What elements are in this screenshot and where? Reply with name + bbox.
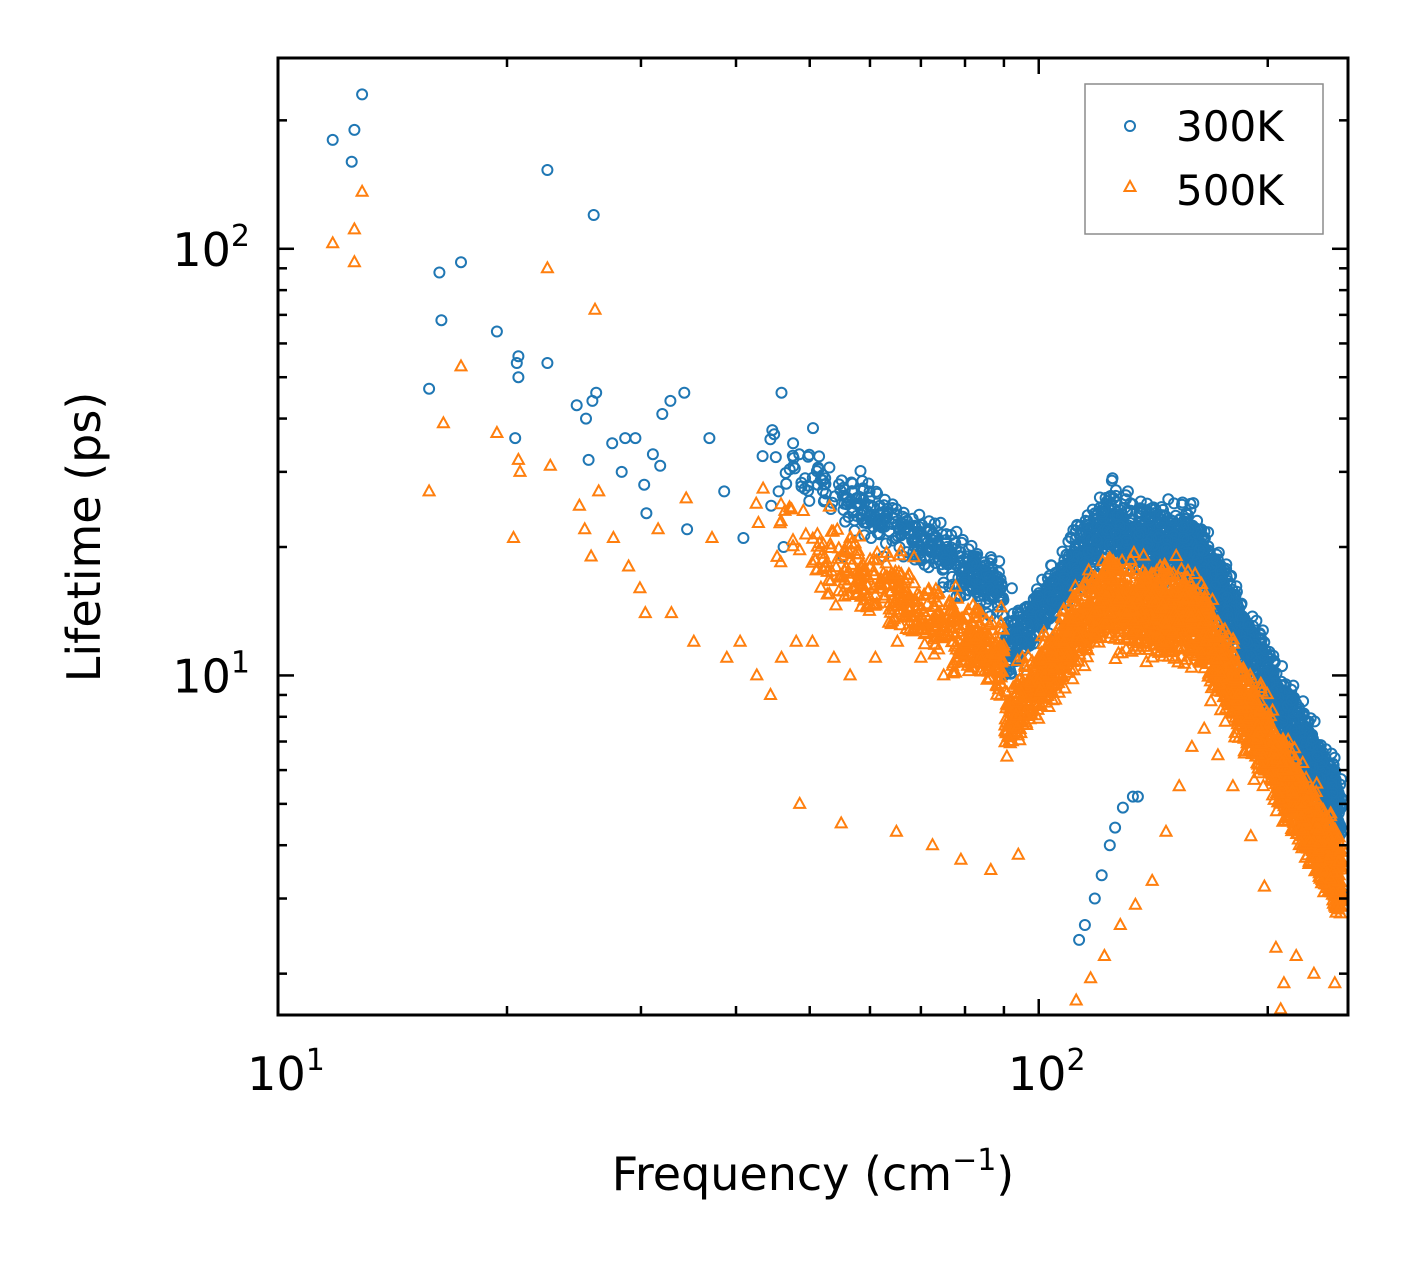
- data-point-300k: [1154, 517, 1167, 529]
- data-point-300k: [803, 448, 816, 461]
- data-point-300k: [1304, 739, 1317, 752]
- data-point-300k: [1298, 731, 1311, 744]
- data-point-300k: [973, 576, 986, 589]
- data-point-300k: [1067, 550, 1080, 563]
- data-point-300k: [950, 525, 963, 538]
- data-point-300k: [961, 584, 974, 596]
- data-point-300k: [1327, 763, 1339, 775]
- data-point-300k: [983, 571, 996, 583]
- data-point-300k: [908, 519, 921, 532]
- data-point-300k: [980, 567, 992, 580]
- data-point-300k: [1241, 649, 1254, 662]
- data-point-300k: [1306, 733, 1319, 746]
- data-point-300k: [1082, 515, 1095, 528]
- data-point-300k: [1082, 546, 1095, 559]
- data-point-300k: [1245, 649, 1258, 662]
- data-point-300k: [1025, 603, 1038, 616]
- data-point-300k: [1010, 633, 1023, 646]
- data-point-300k: [883, 525, 896, 538]
- data-point-300k: [928, 517, 941, 530]
- data-point-300k: [1165, 514, 1178, 527]
- data-point-300k: [934, 516, 947, 529]
- data-point-300k: [862, 477, 875, 490]
- data-point-300k: [787, 437, 800, 450]
- data-points: [325, 88, 1348, 1015]
- data-point-300k: [939, 553, 952, 566]
- data-point-300k: [956, 533, 969, 546]
- data-point-300k: [1031, 583, 1043, 596]
- data-point-300k: [783, 463, 796, 476]
- data-point-300k: [1180, 547, 1193, 560]
- data-point-300k: [1191, 552, 1204, 565]
- data-point-300k: [1313, 758, 1326, 771]
- data-point-300k: [819, 487, 832, 500]
- data-point-300k: [1168, 497, 1180, 510]
- data-point-300k: [816, 469, 829, 481]
- data-point-300k: [841, 491, 854, 504]
- data-point-300k: [916, 519, 928, 531]
- data-point-300k: [871, 487, 884, 500]
- data-point-300k: [1311, 750, 1324, 763]
- data-point-300k: [958, 561, 971, 574]
- data-point-300k: [1198, 532, 1211, 545]
- data-point-300k: [1109, 484, 1122, 497]
- data-point-300k: [1055, 560, 1068, 573]
- data-point-300k: [1261, 659, 1274, 672]
- data-point-300k: [1107, 492, 1120, 505]
- data-point-300k: [769, 451, 782, 464]
- data-point-300k: [850, 509, 863, 522]
- data-point-300k: [919, 550, 932, 563]
- data-point-300k: [838, 497, 851, 510]
- data-point-300k: [1184, 497, 1197, 510]
- data-point-300k: [803, 494, 816, 507]
- data-point-300k: [1111, 508, 1124, 521]
- data-point-300k: [787, 452, 800, 464]
- data-point-300k: [1259, 644, 1272, 657]
- data-point-300k: [863, 485, 876, 498]
- data-point-300k: [1047, 575, 1060, 587]
- data-point-300k: [787, 460, 800, 473]
- data-point-300k: [932, 540, 945, 553]
- data-point-300k: [1285, 723, 1298, 736]
- data-point-300k: [987, 592, 1000, 605]
- data-point-300k: [1310, 755, 1323, 768]
- data-point-300k: [1021, 618, 1034, 631]
- data-point-300k: [891, 530, 904, 543]
- data-point-300k: [756, 450, 769, 463]
- data-point-300k: [1008, 627, 1021, 639]
- data-point-300k: [958, 576, 971, 589]
- data-point-300k: [1308, 715, 1321, 728]
- data-point-300k: [873, 516, 886, 529]
- data-point-300k: [1078, 556, 1091, 569]
- data-point-300k: [1068, 545, 1081, 558]
- data-point-300k: [823, 461, 836, 474]
- data-point-300k: [1120, 534, 1133, 547]
- data-point-300k: [1300, 723, 1313, 736]
- data-point-300k: [1287, 679, 1300, 692]
- data-point-300k: [1297, 695, 1310, 708]
- data-point-300k: [1196, 529, 1209, 542]
- data-point-300k: [854, 465, 867, 477]
- data-point-300k: [967, 569, 980, 581]
- data-point-300k: [780, 477, 793, 490]
- data-point-300k: [893, 522, 906, 535]
- data-point-300k: [965, 539, 978, 552]
- data-point-300k: [1181, 508, 1194, 521]
- data-point-300k: [1027, 601, 1040, 614]
- data-point-300k: [1034, 609, 1047, 622]
- data-point-300k: [844, 494, 857, 507]
- data-point-300k: [1143, 514, 1156, 527]
- data-point-300k: [873, 499, 886, 512]
- data-point-300k: [993, 555, 1006, 568]
- data-point-300k: [932, 553, 945, 566]
- data-point-300k: [835, 474, 848, 487]
- data-point-300k: [922, 561, 935, 574]
- data-point-300k: [1134, 495, 1147, 508]
- data-point-300k: [1237, 626, 1249, 639]
